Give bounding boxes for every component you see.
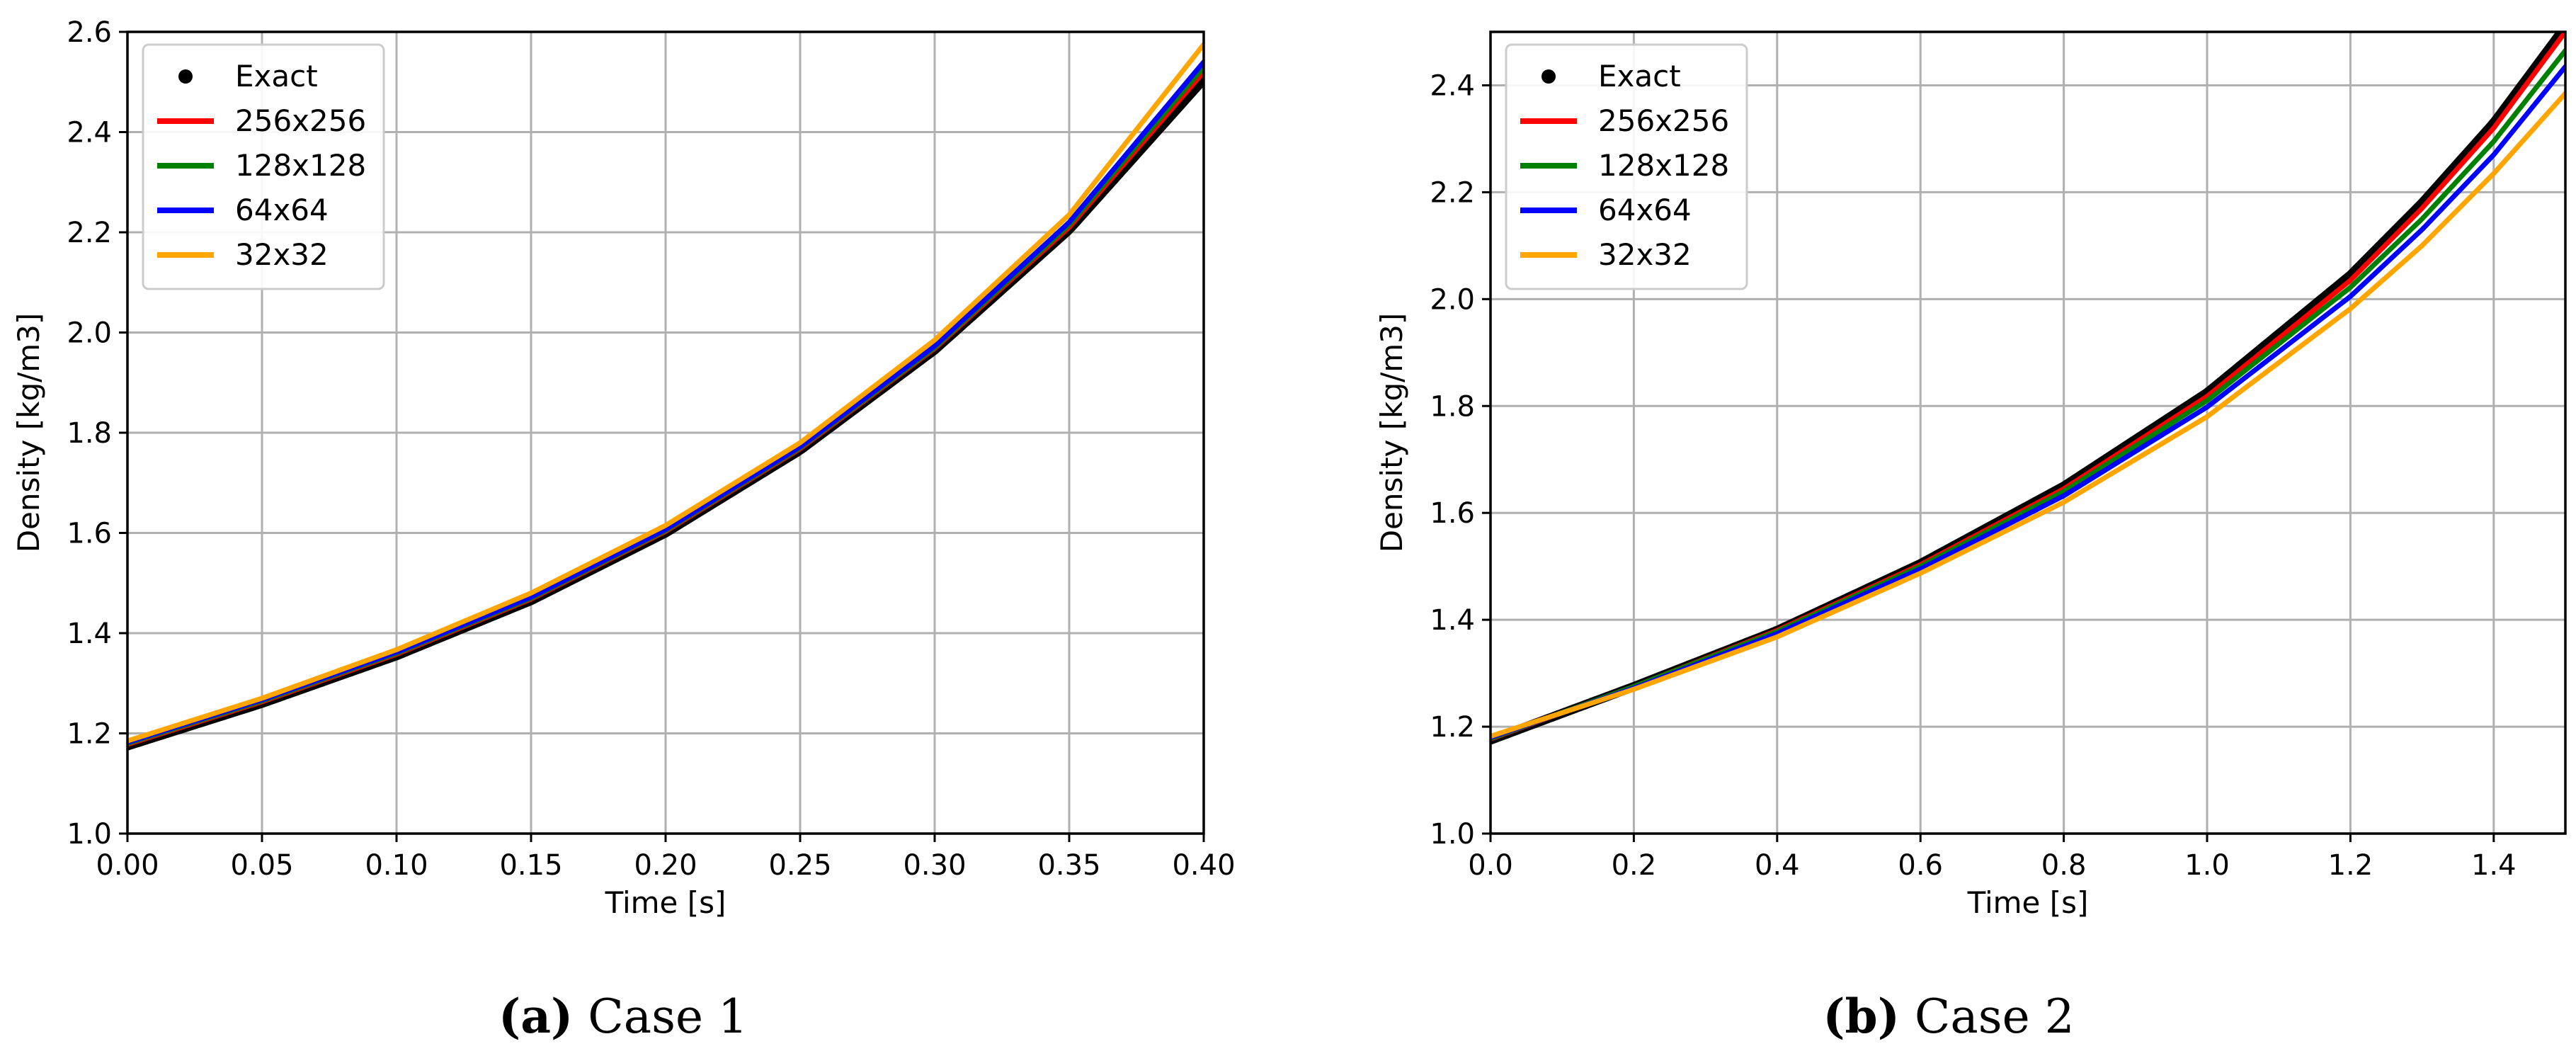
legend-label-256x256: 256x256 bbox=[1598, 103, 1729, 138]
figure-caption: (b) Case 2 bbox=[1823, 989, 2074, 1044]
x-tick-label: 0.30 bbox=[903, 849, 966, 882]
legend-box bbox=[1505, 43, 1748, 290]
x-tick-label: 0.10 bbox=[365, 849, 428, 882]
legend-marker-Exact bbox=[1541, 69, 1556, 84]
legend: Exact 256x256 128x128 64x64 32x32 bbox=[142, 43, 385, 290]
caption-label: (a) bbox=[498, 989, 573, 1044]
series-group bbox=[1491, 22, 2570, 745]
legend-marker-Exact bbox=[178, 69, 193, 84]
chart-panel-case-1: 0.00 0.05 0.10 0.15 0.20 0.25 0.30 0.35 0.40 1.0 1… bbox=[11, 16, 1236, 1044]
y-tick-label: 2.2 bbox=[1430, 176, 1475, 209]
legend: Exact 256x256 128x128 64x64 32x32 bbox=[1505, 43, 1748, 290]
x-tick-label: 0.15 bbox=[499, 849, 562, 882]
x-tick-label: 1.0 bbox=[2184, 849, 2230, 882]
y-tick-label: 2.4 bbox=[67, 117, 112, 149]
y-tick-label: 1.2 bbox=[1430, 711, 1475, 744]
series-line-32x32 bbox=[127, 42, 1204, 744]
legend-label-Exact: Exact bbox=[1598, 59, 1681, 93]
y-tick-label: 2.6 bbox=[67, 16, 112, 49]
legend-label-128x128: 128x128 bbox=[1598, 148, 1729, 183]
x-axis-label: Time [s] bbox=[605, 885, 726, 920]
y-tick-label: 1.4 bbox=[67, 618, 112, 650]
y-tick-label: 1.8 bbox=[67, 417, 112, 450]
x-tick-label: 0.25 bbox=[768, 849, 831, 882]
y-tick-label: 2.4 bbox=[1430, 69, 1475, 102]
legend-label-32x32: 32x32 bbox=[235, 237, 329, 272]
x-tick-label: 0.6 bbox=[1898, 849, 1943, 882]
series-line-32x32 bbox=[1491, 91, 2565, 739]
y-axis-label: Density [kg/m3] bbox=[1374, 313, 1409, 553]
chart-panel-case-2: 0.0 0.2 0.4 0.6 0.8 1.0 1.2 1.4 1.0 1.2 1.4 1.6 1.8 2… bbox=[1374, 22, 2570, 1044]
y-tick-label: 1.0 bbox=[1430, 818, 1475, 851]
legend-label-32x32: 32x32 bbox=[1598, 237, 1692, 272]
axes-frame bbox=[126, 30, 1205, 835]
caption-text: Case 1 bbox=[573, 989, 748, 1044]
legend-label-128x128: 128x128 bbox=[235, 148, 366, 183]
x-axis-label: Time [s] bbox=[1967, 885, 2089, 920]
x-tick-label: 0.00 bbox=[96, 849, 159, 882]
legend-label-64x64: 64x64 bbox=[1598, 193, 1692, 227]
y-tick-label: 1.0 bbox=[67, 818, 112, 851]
x-tick-label: 0.2 bbox=[1612, 849, 1657, 882]
x-tick-label: 0.05 bbox=[230, 849, 293, 882]
y-tick-label: 1.6 bbox=[67, 518, 112, 550]
legend-box bbox=[142, 43, 385, 290]
x-tick-label: 0.0 bbox=[1468, 849, 1513, 882]
y-tick-label: 1.2 bbox=[67, 718, 112, 751]
x-tick-label: 0.4 bbox=[1755, 849, 1800, 882]
x-tick-label: 1.4 bbox=[2471, 849, 2517, 882]
y-tick-label: 1.4 bbox=[1430, 604, 1475, 637]
x-tick-label: 0.35 bbox=[1037, 849, 1100, 882]
y-tick-label: 1.8 bbox=[1430, 390, 1475, 423]
legend-label-256x256: 256x256 bbox=[235, 103, 366, 138]
axes-frame bbox=[1489, 30, 2567, 835]
y-tick-label: 2.0 bbox=[67, 317, 112, 350]
y-axis-label: Density [kg/m3] bbox=[11, 313, 46, 553]
x-tick-label: 0.20 bbox=[634, 849, 697, 882]
x-tick-label: 0.40 bbox=[1172, 849, 1235, 882]
y-tick-label: 1.6 bbox=[1430, 497, 1475, 530]
x-tick-label: 1.2 bbox=[2328, 849, 2373, 882]
caption-label: (b) bbox=[1823, 989, 1900, 1044]
legend-label-Exact: Exact bbox=[235, 59, 318, 93]
y-tick-label: 2.2 bbox=[67, 217, 112, 249]
legend-label-64x64: 64x64 bbox=[235, 193, 329, 227]
exact-data-point bbox=[2561, 22, 2570, 30]
series-group bbox=[127, 42, 1204, 751]
y-tick-label: 2.0 bbox=[1430, 283, 1475, 316]
figure-caption: (a) Case 1 bbox=[498, 989, 748, 1044]
caption-text: Case 2 bbox=[1900, 989, 2075, 1044]
x-tick-label: 0.8 bbox=[2041, 849, 2087, 882]
